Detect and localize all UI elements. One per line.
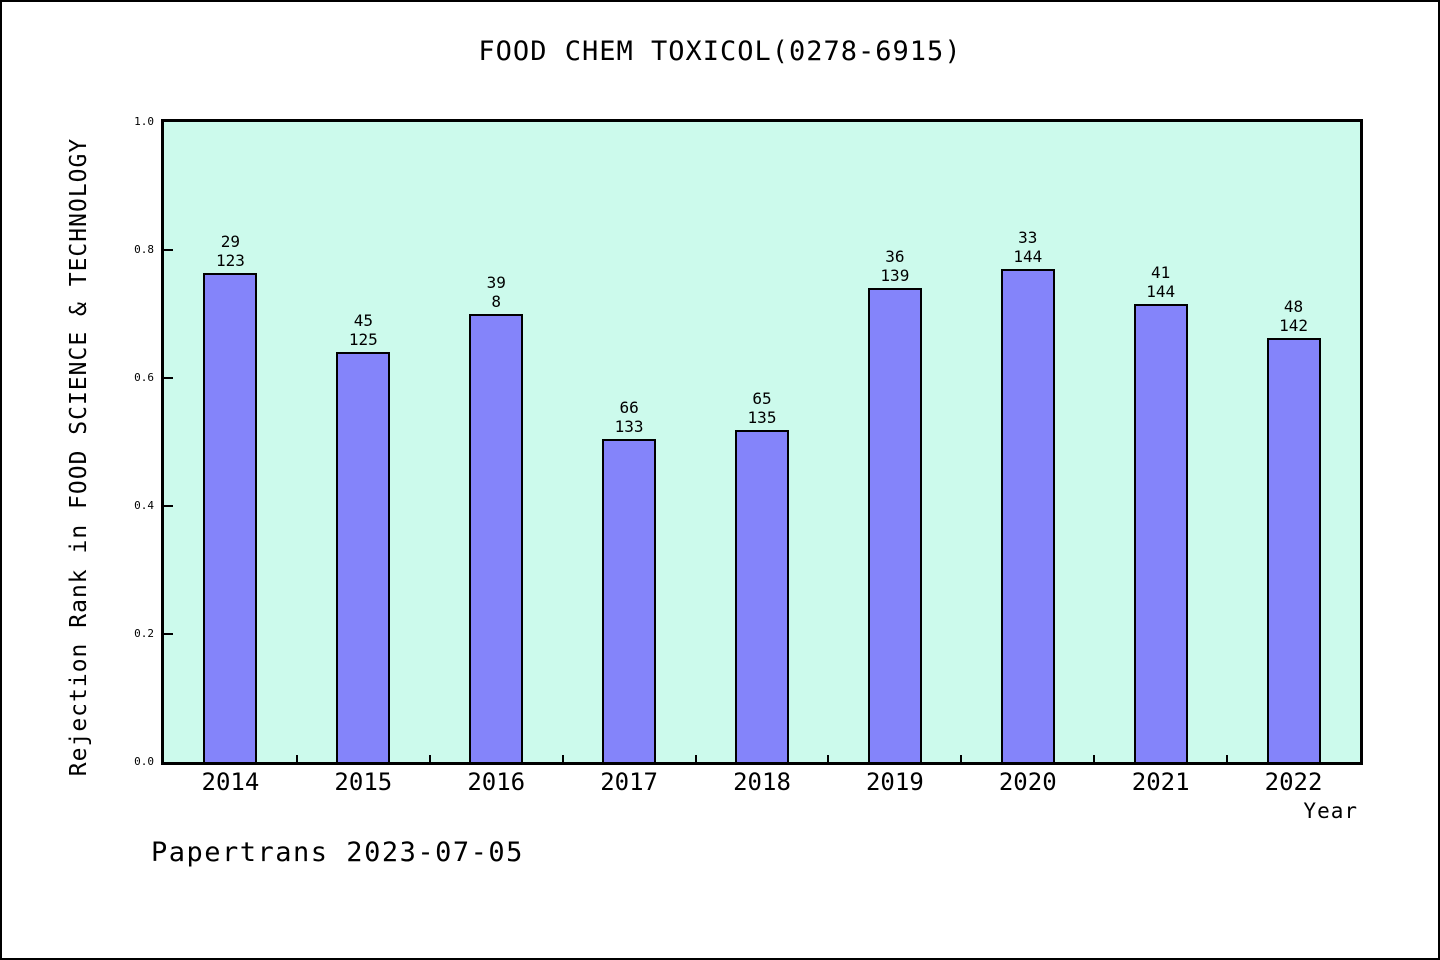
x-tick-label: 2014 — [201, 768, 260, 796]
y-tick-label: 0.0 — [134, 755, 154, 768]
x-tick-label: 2021 — [1131, 768, 1190, 796]
y-tick-mark — [164, 377, 173, 379]
x-minor-tick-mark — [295, 755, 298, 762]
bar-2019 — [867, 288, 922, 762]
bar-2014 — [203, 273, 258, 762]
x-minor-tick-mark — [561, 755, 564, 762]
x-tick-label: 2015 — [334, 768, 393, 796]
bar-value-label: 66 133 — [614, 398, 644, 436]
y-tick-label: 0.8 — [134, 243, 154, 256]
chart-title: FOOD CHEM TOXICOL(0278-6915) — [478, 36, 962, 67]
x-tick-label: 2016 — [467, 768, 526, 796]
bar-2022 — [1266, 338, 1321, 762]
bar-2015 — [336, 352, 391, 762]
y-axis-label: Rejection Rank in FOOD SCIENCE & TECHNOL… — [66, 137, 92, 777]
y-tick-label: 1.0 — [134, 115, 154, 128]
bar-value-label: 29 123 — [215, 232, 245, 270]
x-minor-tick-mark — [827, 755, 830, 762]
bar-value-label: 39 8 — [486, 273, 506, 311]
bar-value-label: 48 142 — [1279, 297, 1308, 335]
bar-value-label: 36 139 — [880, 247, 910, 285]
bar-2020 — [1000, 269, 1055, 762]
x-minor-tick-mark — [428, 755, 431, 762]
x-tick-label: 2022 — [1264, 768, 1323, 796]
y-tick-label: 0.2 — [134, 627, 154, 640]
bar-2017 — [602, 439, 657, 762]
x-minor-tick-mark — [694, 755, 697, 762]
bar-value-label: 33 144 — [1013, 228, 1043, 266]
y-tick-mark — [164, 633, 173, 635]
x-tick-label: 2019 — [865, 768, 924, 796]
watermark-text: Papertrans 2023-07-05 — [151, 837, 524, 868]
y-tick-mark — [164, 249, 173, 251]
x-tick-label: 2018 — [733, 768, 791, 796]
bar-2021 — [1133, 304, 1188, 762]
x-tick-label: 2017 — [600, 768, 658, 796]
x-tick-label: 2020 — [998, 768, 1057, 796]
bar-value-label: 65 135 — [747, 389, 777, 427]
plot-area: 29 123 45 125 39 8 66 133 65 135 36 139 33 144… — [161, 119, 1363, 765]
y-tick-mark — [164, 505, 173, 507]
y-tick-label: 0.4 — [134, 499, 154, 512]
bar-2016 — [469, 314, 524, 762]
x-minor-tick-mark — [1093, 755, 1096, 762]
bar-value-label: 45 125 — [348, 311, 378, 349]
y-tick-label: 0.6 — [134, 371, 154, 384]
x-minor-tick-mark — [1226, 755, 1229, 762]
x-minor-tick-mark — [960, 755, 963, 762]
bar-value-label: 41 144 — [1146, 263, 1176, 301]
bar-2018 — [735, 430, 789, 762]
x-axis-label: Year — [1303, 799, 1358, 823]
